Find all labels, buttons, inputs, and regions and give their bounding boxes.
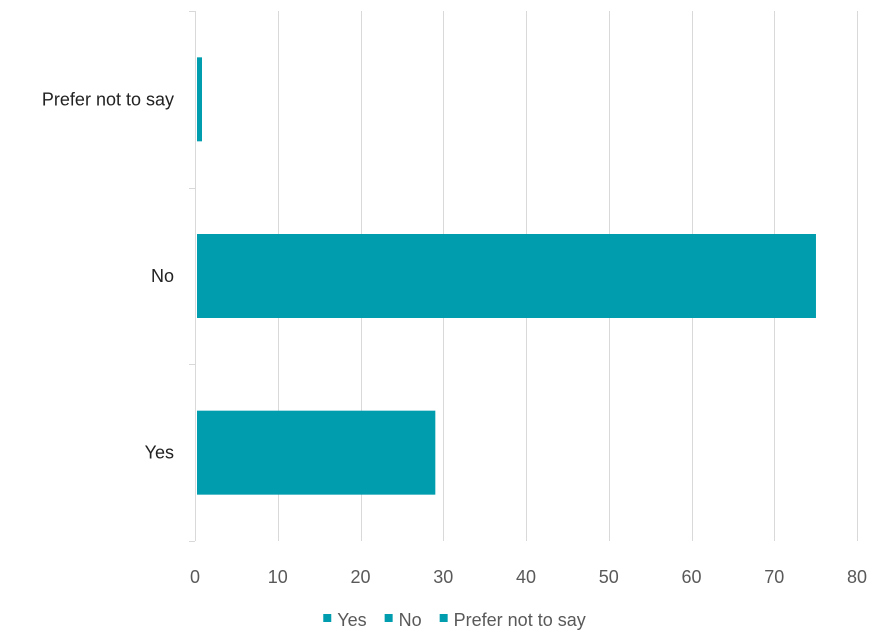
category-label-prefer-not-to-say: Prefer not to say	[42, 89, 174, 109]
bar-yes	[197, 410, 436, 495]
x-tick-label-30: 30	[433, 567, 453, 587]
x-tick-label-60: 60	[681, 567, 701, 587]
legend-label-prefer-not-to-say: Prefer not to say	[454, 610, 586, 630]
x-tick-label-80: 80	[847, 567, 867, 587]
x-tick-labels: 0 10 20 30 40 50 60 70 80	[190, 567, 867, 587]
category-label-no: No	[151, 266, 174, 286]
legend-label-no: No	[399, 610, 422, 630]
category-label-yes: Yes	[145, 443, 174, 463]
legend-swatch-no	[384, 614, 393, 622]
x-tick-label-70: 70	[764, 567, 784, 587]
category-axis	[189, 11, 196, 542]
x-tick-label-40: 40	[516, 567, 536, 587]
category-labels: Yes No Prefer not to say	[42, 89, 174, 462]
bar-prefer-not-to-say	[197, 57, 202, 142]
x-tick-label-0: 0	[190, 567, 200, 587]
legend-label-yes: Yes	[337, 610, 366, 630]
legend-swatch-prefer-not-to-say	[439, 614, 448, 622]
bars	[197, 57, 816, 495]
bar-no	[197, 234, 816, 318]
x-tick-label-50: 50	[599, 567, 619, 587]
x-tick-label-20: 20	[350, 567, 370, 587]
legend: Yes No Prefer not to say	[323, 610, 586, 630]
x-tick-label-10: 10	[268, 567, 288, 587]
legend-swatch-yes	[323, 614, 332, 622]
